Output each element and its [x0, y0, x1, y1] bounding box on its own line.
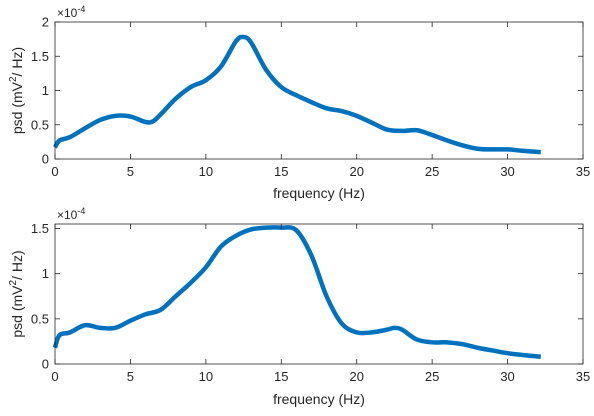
- y-tick-label: 1.5: [31, 49, 49, 64]
- y-axis-label-sup: 2: [8, 280, 19, 286]
- x-tick-label: 30: [500, 164, 514, 179]
- y-exponent-label: ×10-4: [57, 4, 85, 20]
- subplot-2: 0 5 10 15 20 25 30 35 0 0.5 1 1.5 ×10-4 frequency (Hz…: [8, 206, 590, 407]
- y-exponent-base: ×10: [57, 208, 78, 222]
- y-tick-label: 0.5: [31, 311, 49, 326]
- y-tick-label: 1: [42, 266, 49, 281]
- x-tick-label: 35: [576, 164, 590, 179]
- y-exponent-power: -4: [77, 4, 85, 14]
- y-tick-label: 1.5: [31, 221, 49, 236]
- y-tick-label: 1: [42, 83, 49, 98]
- y-exponent-base: ×10: [57, 6, 78, 20]
- x-tick-label: 0: [51, 164, 58, 179]
- x-tick-label: 20: [349, 164, 363, 179]
- psd-line: [53, 34, 541, 155]
- x-tick-label: 25: [425, 164, 439, 179]
- x-tick-label: 25: [425, 369, 439, 384]
- y-exponent-label: ×10-4: [57, 206, 85, 222]
- subplot-1: 0 5 10 15 20 25 30 35 0 0.5 1 1.5 2 ×10-4 frequency (H…: [8, 4, 590, 201]
- x-axis-label: frequency (Hz): [273, 185, 365, 201]
- y-axis-label: psd (mV2/ Hz): [8, 47, 25, 134]
- y-tick-label: 0: [42, 357, 49, 372]
- x-tick-label: 15: [274, 369, 288, 384]
- y-axis-label-tail: / Hz): [9, 250, 25, 280]
- y-axis-label-sup: 2: [8, 76, 19, 82]
- x-tick-label: 10: [199, 369, 213, 384]
- x-tick-label: 5: [127, 369, 134, 384]
- x-tick-label: 10: [199, 164, 213, 179]
- y-exponent-power: -4: [77, 206, 85, 216]
- y-axis-label-main: psd (mV: [9, 81, 25, 134]
- psd-line: [52, 225, 541, 360]
- x-tick-label: 5: [127, 164, 134, 179]
- x-tick-label: 0: [51, 369, 58, 384]
- x-axis-label: frequency (Hz): [273, 391, 365, 407]
- y-tick-label: 0.5: [31, 117, 49, 132]
- axes-box: [54, 21, 584, 160]
- x-tick-label: 35: [576, 369, 590, 384]
- y-tick-label: 0: [42, 152, 49, 167]
- x-tick-label: 30: [500, 369, 514, 384]
- axes-box: [54, 223, 584, 365]
- y-axis-label-tail: / Hz): [9, 47, 25, 77]
- y-axis-label: psd (mV2/ Hz): [8, 250, 25, 337]
- x-tick-label: 20: [349, 369, 363, 384]
- x-tick-label: 15: [274, 164, 288, 179]
- y-axis-label-main: psd (mV: [9, 285, 25, 338]
- y-tick-label: 2: [42, 15, 49, 30]
